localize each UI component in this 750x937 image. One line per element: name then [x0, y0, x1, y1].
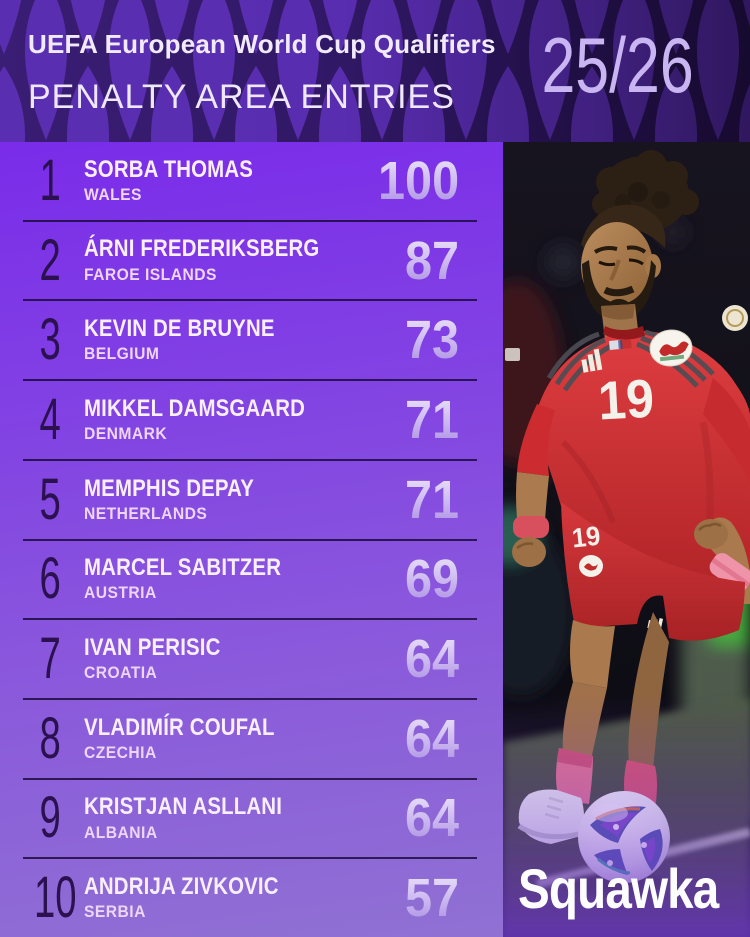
player-country: CROATIA	[84, 663, 158, 683]
hairline	[581, 204, 666, 252]
player-info: MARCEL SABITZER AUSTRIA	[84, 555, 316, 603]
season-badge: 25/26	[520, 26, 702, 104]
player-info: ÁRNI FREDERIKSBERG FAROE ISLANDS	[84, 236, 361, 284]
player-name: MEMPHIS DEPAY	[84, 474, 254, 502]
table-row: 5 MEMPHIS DEPAY NETHERLANDS 71	[23, 461, 477, 541]
purple-overlay	[503, 694, 750, 937]
stat-value: 87	[404, 230, 459, 291]
rank-number: 1	[39, 147, 61, 213]
player-photo: 19	[503, 142, 750, 937]
rank-number: 4	[39, 386, 61, 452]
player-name: VLADIMÍR COUFAL	[84, 713, 275, 741]
adidas-logo-icon	[581, 348, 603, 373]
brand-text: Squawka	[518, 857, 719, 920]
pink-wristband	[709, 553, 750, 591]
collar	[603, 326, 645, 340]
page-title: PENALTY AREA ENTRIES	[28, 78, 455, 116]
table-row: 8 VLADIMÍR COUFAL CZECHIA 64	[23, 700, 477, 780]
jersey-number: 19	[597, 369, 656, 432]
brand-wordmark: Squawka	[518, 861, 743, 917]
player-name: ÁRNI FREDERIKSBERG	[84, 235, 320, 263]
shorts-number: 19	[570, 520, 602, 554]
stat-value: 71	[404, 389, 459, 450]
table-row: 10 ANDRIJA ZIVKOVIC SERBIA 57	[23, 859, 477, 937]
player-country: SERBIA	[84, 902, 146, 922]
player-name: KEVIN DE BRUYNE	[84, 315, 275, 343]
player-name: MIKKEL DAMSGAARD	[84, 394, 306, 422]
stat-value: 64	[404, 788, 459, 849]
stat-value: 69	[404, 549, 459, 610]
wristband	[513, 516, 549, 538]
header-pattern-background	[0, 0, 750, 142]
player-info: SORBA THOMAS WALES	[84, 157, 283, 205]
rank-number: 5	[39, 466, 61, 532]
shorts-crest-icon	[579, 555, 603, 577]
stat-value: 57	[404, 868, 459, 929]
right-arm	[512, 404, 555, 567]
stat-value: 64	[404, 629, 459, 690]
ranking-list: 1 SORBA THOMAS WALES 100 2 ÁRNI FREDERIK…	[0, 142, 503, 937]
player-info: MIKKEL DAMSGAARD DENMARK	[84, 396, 344, 444]
competition-title: UEFA European World Cup Qualifiers	[28, 29, 496, 59]
photo-illustration: 19	[503, 142, 750, 937]
player-name: ANDRIJA ZIVKOVIC	[84, 873, 279, 901]
season-text: 25/26	[541, 21, 694, 109]
player-country: DENMARK	[84, 424, 168, 444]
player-country: NETHERLANDS	[84, 503, 208, 523]
player-country: ALBANIA	[84, 822, 158, 842]
stat-value: 73	[404, 310, 459, 371]
player-country: BELGIUM	[84, 344, 160, 364]
table-row: 4 MIKKEL DAMSGAARD DENMARK 71	[23, 381, 477, 461]
player-info: KEVIN DE BRUYNE BELGIUM	[84, 316, 308, 364]
table-row: 6 MARCEL SABITZER AUSTRIA 69	[23, 541, 477, 621]
player-info: VLADIMÍR COUFAL CZECHIA	[84, 713, 308, 763]
table-row: 1 SORBA THOMAS WALES 100	[23, 142, 477, 222]
wales-crest-icon	[649, 329, 693, 367]
player-country: WALES	[84, 184, 142, 204]
sleeve-patch-icon	[505, 305, 748, 361]
face	[581, 222, 661, 321]
left-arm	[694, 378, 750, 604]
player-country: CZECHIA	[84, 742, 157, 762]
player-country: AUSTRIA	[84, 583, 157, 603]
player-name: KRISTJAN ASLLANI	[84, 793, 283, 821]
player-country: FAROE ISLANDS	[84, 264, 217, 284]
rank-number: 6	[39, 546, 61, 612]
match-flags-patch	[609, 339, 632, 350]
player-info: IVAN PERISIC CROATIA	[84, 635, 245, 683]
rank-number: 10	[33, 865, 77, 931]
table-row: 2 ÁRNI FREDERIKSBERG FAROE ISLANDS 87	[23, 222, 477, 302]
rank-number: 7	[39, 626, 61, 692]
table-row: 9 KRISTJAN ASLLANI ALBANIA 64	[23, 780, 477, 860]
player-name: IVAN PERISIC	[84, 633, 221, 661]
table-row: 3 KEVIN DE BRUYNE BELGIUM 73	[23, 301, 477, 382]
stat-value: 64	[404, 708, 459, 769]
rank-number: 9	[39, 785, 61, 851]
stat-value: 71	[404, 469, 459, 530]
player-info: KRISTJAN ASLLANI ALBANIA	[84, 794, 317, 842]
rank-number: 3	[39, 307, 61, 373]
player-info: ANDRIJA ZIVKOVIC SERBIA	[84, 874, 313, 922]
player-info: MEMPHIS DEPAY NETHERLANDS	[84, 474, 284, 524]
player-name: MARCEL SABITZER	[84, 554, 282, 582]
player-name: SORBA THOMAS	[84, 155, 254, 183]
rank-number: 8	[39, 705, 61, 771]
table-row: 7 IVAN PERISIC CROATIA 64	[23, 620, 477, 700]
header: UEFA European World Cup Qualifiers PENAL…	[0, 0, 750, 142]
rank-number: 2	[39, 227, 61, 293]
beard	[582, 260, 656, 321]
stat-value: 100	[377, 150, 459, 211]
